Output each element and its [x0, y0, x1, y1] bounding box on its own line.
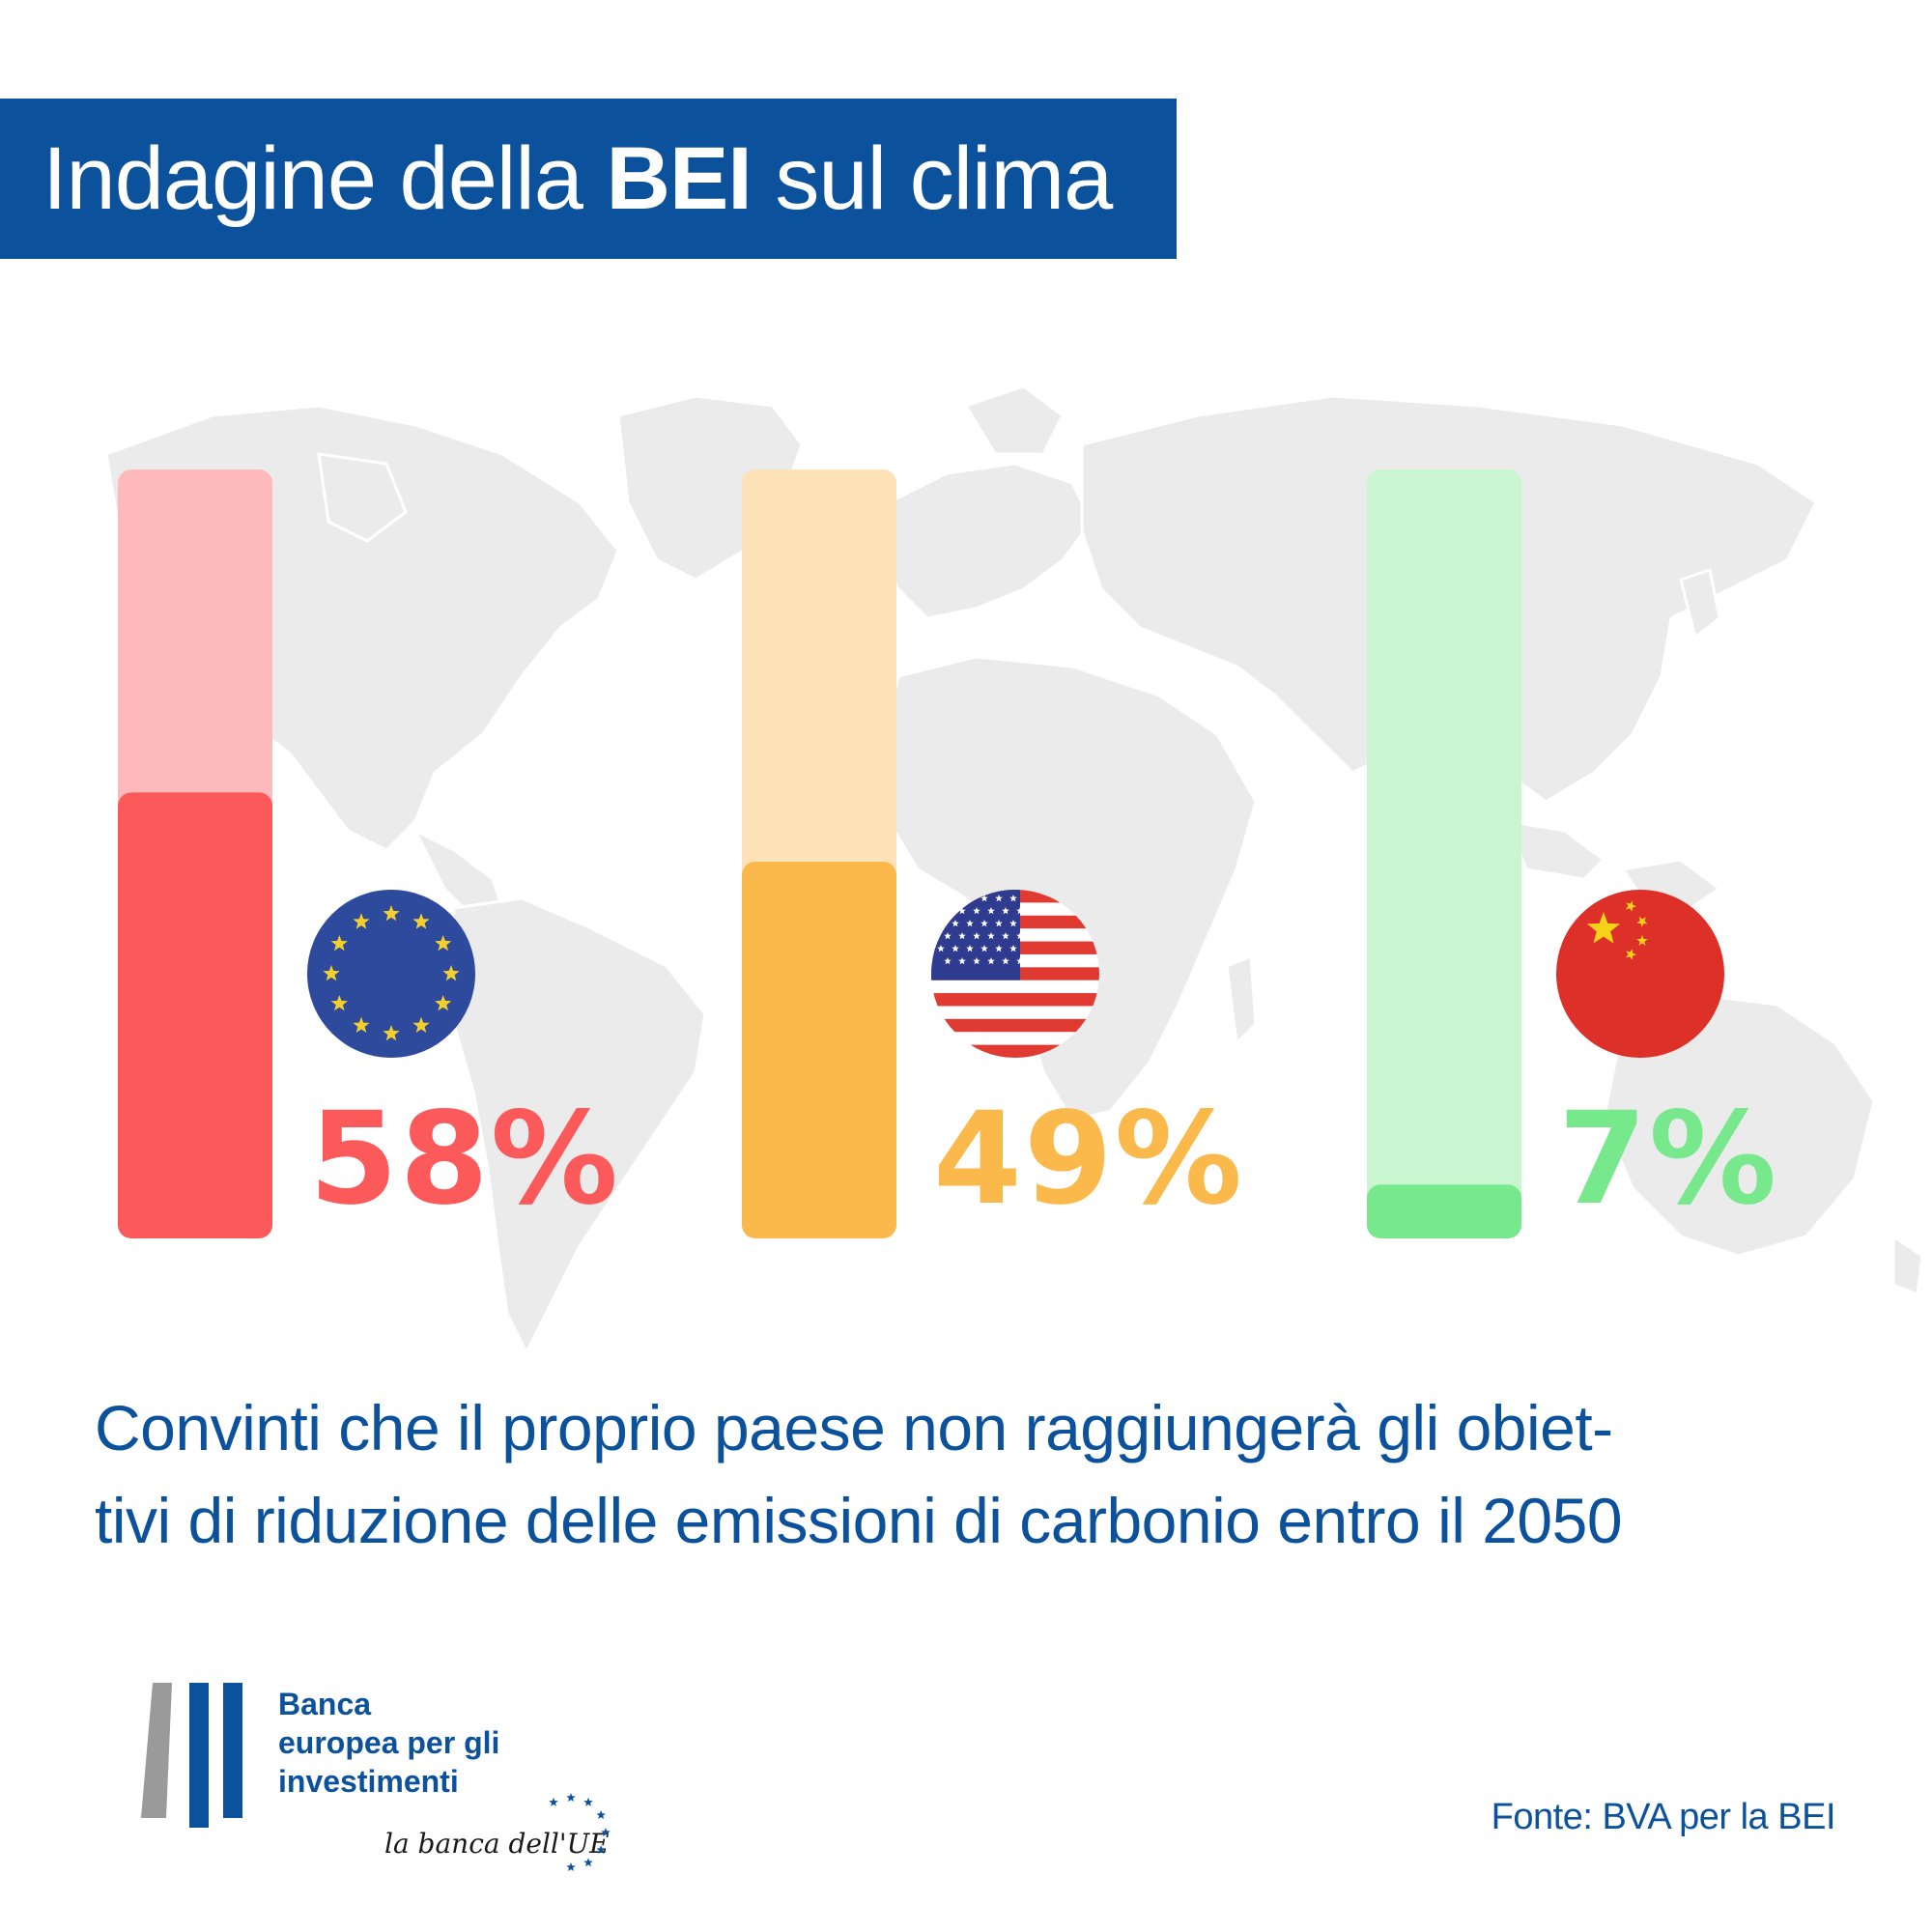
us-star [937, 895, 945, 902]
us-star [987, 932, 995, 940]
logo-name-line-1: Banca [278, 1687, 372, 1721]
title-suffix: sul clima [751, 128, 1113, 228]
us-star [973, 932, 980, 940]
us-star [958, 957, 966, 965]
caption-line-1: Convinti che il proprio paese non raggiu… [95, 1392, 1613, 1463]
logo-star [583, 1858, 593, 1867]
logo-star [566, 1793, 576, 1802]
us-star [944, 932, 952, 940]
eib-logo: Banca europea per gli investimenti la ba… [141, 1683, 624, 1876]
bar-group-1: 58% [118, 469, 620, 1238]
logo-star [596, 1810, 606, 1819]
china-small-star [1636, 935, 1648, 946]
bar-value-label: 49% [933, 1085, 1244, 1234]
us-star [944, 907, 952, 915]
eu-star [435, 935, 452, 952]
eu-star [323, 965, 340, 981]
us-star [952, 895, 959, 902]
eu-flag-icon [307, 890, 475, 1058]
eu-star [435, 995, 452, 1011]
us-star [980, 895, 988, 902]
us-star [952, 945, 959, 952]
eib-logo-mark [141, 1683, 242, 1828]
logo-name-line-3: investimenti [278, 1764, 459, 1799]
eu-star [353, 913, 370, 929]
china-flag-icon [1556, 890, 1724, 1058]
china-big-star [1586, 912, 1621, 944]
logo-star [549, 1797, 558, 1806]
us-star [937, 920, 945, 927]
eu-star [330, 935, 348, 952]
us-flag-icon [931, 890, 1099, 1058]
china-small-star [1626, 949, 1636, 960]
us-star [1009, 895, 1017, 902]
us-star [1002, 957, 1009, 965]
bar [1367, 1184, 1521, 1238]
title-bold: BEI [606, 128, 753, 228]
eu-star [330, 995, 348, 1011]
us-star [958, 907, 966, 915]
us-star [966, 920, 974, 927]
us-star [958, 932, 966, 940]
bar [742, 861, 896, 1238]
logo-star [601, 1828, 611, 1836]
source-note: Fonte: BVA per la BEI [1491, 1797, 1836, 1837]
bar [118, 792, 272, 1238]
eu-star [353, 1016, 370, 1033]
eu-star [383, 905, 400, 922]
us-star [980, 945, 988, 952]
logo-star [583, 1797, 593, 1806]
china-small-star [1636, 916, 1648, 927]
us-star [973, 907, 980, 915]
bar-value-label: 58% [309, 1085, 620, 1234]
eu-star [383, 1025, 400, 1041]
us-star [1002, 907, 1009, 915]
us-star [966, 945, 974, 952]
caption-line-2: tivi di riduzione delle emissioni di car… [95, 1485, 1623, 1556]
us-star [980, 920, 988, 927]
us-star [1016, 957, 1024, 965]
page-title: Indagine della BEI sul clima [0, 99, 1177, 259]
chart-caption: Convinti che il proprio paese non raggiu… [95, 1381, 1872, 1567]
bar-track [1367, 469, 1521, 1238]
us-star [973, 957, 980, 965]
china-small-star [1626, 900, 1636, 912]
us-star [937, 945, 945, 952]
us-star [1002, 932, 1009, 940]
eu-star [412, 1016, 430, 1033]
bar-value-label: 7% [1558, 1085, 1778, 1234]
us-star [987, 907, 995, 915]
us-star [1009, 945, 1017, 952]
us-star [1009, 920, 1017, 927]
bar-group-3: 7% [1367, 469, 1778, 1238]
logo-name: Banca europea per gli investimenti [278, 1685, 499, 1801]
us-star [995, 895, 1003, 902]
us-star [995, 920, 1003, 927]
us-star [987, 957, 995, 965]
us-star [944, 957, 952, 965]
logo-star [566, 1862, 576, 1871]
logo-star [596, 1845, 606, 1854]
us-star [1016, 932, 1024, 940]
logo-tagline: la banca dell'UE [384, 1828, 610, 1860]
us-star [995, 945, 1003, 952]
logo-stars-icon [549, 1793, 611, 1871]
eu-star [442, 965, 460, 981]
us-star [966, 895, 974, 902]
logo-name-line-2: europea per gli [278, 1725, 500, 1760]
title-prefix: Indagine della [43, 128, 607, 228]
us-star [952, 920, 959, 927]
bar-group-2: 49% [742, 469, 1244, 1238]
us-star [1016, 907, 1024, 915]
eu-star [412, 913, 430, 929]
